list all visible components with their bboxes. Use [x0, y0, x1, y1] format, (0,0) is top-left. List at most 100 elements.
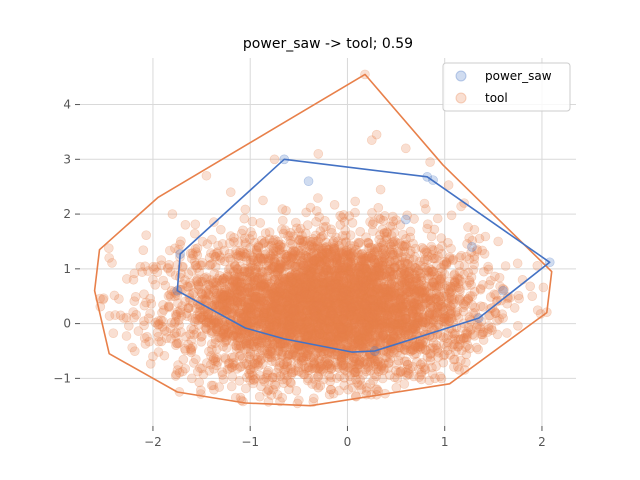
tool-point	[446, 306, 457, 317]
tool-point	[311, 302, 322, 313]
tool-point	[217, 239, 228, 249]
tool-point	[409, 301, 420, 312]
tool-point	[212, 352, 222, 363]
tool-point	[269, 302, 279, 313]
tool-point	[305, 344, 315, 355]
tool-point	[345, 286, 355, 296]
tool-point	[253, 320, 264, 331]
tool-point	[350, 288, 361, 299]
tool-point	[265, 254, 276, 264]
tool-point	[329, 245, 340, 255]
tool-point	[386, 279, 396, 290]
tool-point	[255, 280, 266, 290]
tool-point	[412, 299, 423, 310]
tool-point	[273, 313, 284, 323]
tool-point	[318, 349, 329, 359]
tool-point	[407, 323, 418, 334]
tool-point	[325, 275, 335, 286]
tool-point	[165, 323, 176, 334]
tool-point	[381, 249, 391, 259]
tool-point	[333, 350, 343, 361]
tool-point	[295, 248, 306, 259]
tool-point	[350, 331, 361, 342]
tool-point	[377, 282, 388, 293]
tool-point	[242, 306, 252, 317]
tool-point	[321, 241, 332, 252]
tool-point	[254, 391, 265, 402]
tool-point	[263, 241, 274, 251]
tool-point	[260, 249, 270, 260]
tool-point	[391, 382, 402, 393]
tool-point	[291, 305, 301, 316]
tool-point	[364, 317, 375, 327]
tool-point	[272, 246, 282, 256]
tool-point	[420, 204, 431, 214]
tool-point	[318, 249, 328, 260]
tool-point	[248, 277, 259, 287]
tool-point	[438, 339, 449, 349]
tool-point	[271, 303, 281, 314]
tool-point	[279, 301, 289, 312]
tool-point	[259, 345, 270, 356]
tool-point	[185, 329, 195, 340]
tool-point	[485, 292, 496, 302]
tool-point	[250, 293, 260, 304]
tool-point	[353, 337, 364, 347]
tool-point	[461, 296, 471, 307]
tool-point	[271, 325, 282, 336]
tool-point	[446, 243, 456, 254]
tool-point	[377, 302, 387, 312]
tool-point	[266, 286, 276, 297]
tool-point	[224, 327, 234, 337]
tool-point	[185, 248, 196, 259]
tool-point	[287, 240, 298, 250]
tool-point	[398, 306, 408, 317]
tool-point	[333, 363, 344, 373]
tool-point	[189, 358, 199, 368]
tool-point	[370, 300, 380, 310]
tool-point	[358, 308, 368, 318]
tool-point	[341, 237, 352, 247]
tool-point	[360, 298, 371, 309]
tool-point	[275, 240, 285, 251]
tool-point	[325, 321, 336, 332]
tool-point	[367, 317, 378, 328]
tool-point	[170, 371, 181, 381]
tool-point	[215, 332, 225, 343]
tool-point	[348, 287, 359, 298]
tool-point	[306, 282, 317, 293]
tool-point	[368, 265, 378, 275]
tool-point	[395, 259, 406, 270]
tool-point	[419, 287, 430, 298]
tool-point	[402, 259, 413, 269]
tool-point	[204, 279, 214, 290]
tool-point	[376, 319, 387, 330]
tool-point	[377, 303, 388, 313]
tool-point	[410, 273, 420, 283]
tool-point	[300, 294, 311, 305]
tool-point	[408, 238, 418, 249]
tool-point	[224, 264, 234, 275]
tool-point	[371, 317, 382, 328]
tool-point	[433, 251, 443, 261]
tool-point	[421, 246, 431, 256]
tool-point	[310, 305, 321, 316]
tool-point	[311, 206, 322, 216]
tool-point	[307, 236, 318, 247]
tool-point	[350, 334, 360, 345]
tool-point	[480, 231, 491, 242]
tool-point	[170, 243, 180, 254]
tool-point	[361, 386, 372, 396]
tool-point	[247, 262, 258, 272]
tool-point	[368, 339, 379, 349]
tool-point	[239, 282, 249, 293]
tool-point	[384, 292, 395, 302]
tool-point	[166, 285, 177, 296]
tool-point	[384, 299, 394, 310]
tool-point	[244, 351, 254, 362]
tool-point	[419, 364, 430, 375]
tool-point	[388, 290, 399, 301]
tool-point	[343, 285, 354, 295]
tool-point	[359, 293, 370, 304]
tool-point	[395, 297, 406, 308]
